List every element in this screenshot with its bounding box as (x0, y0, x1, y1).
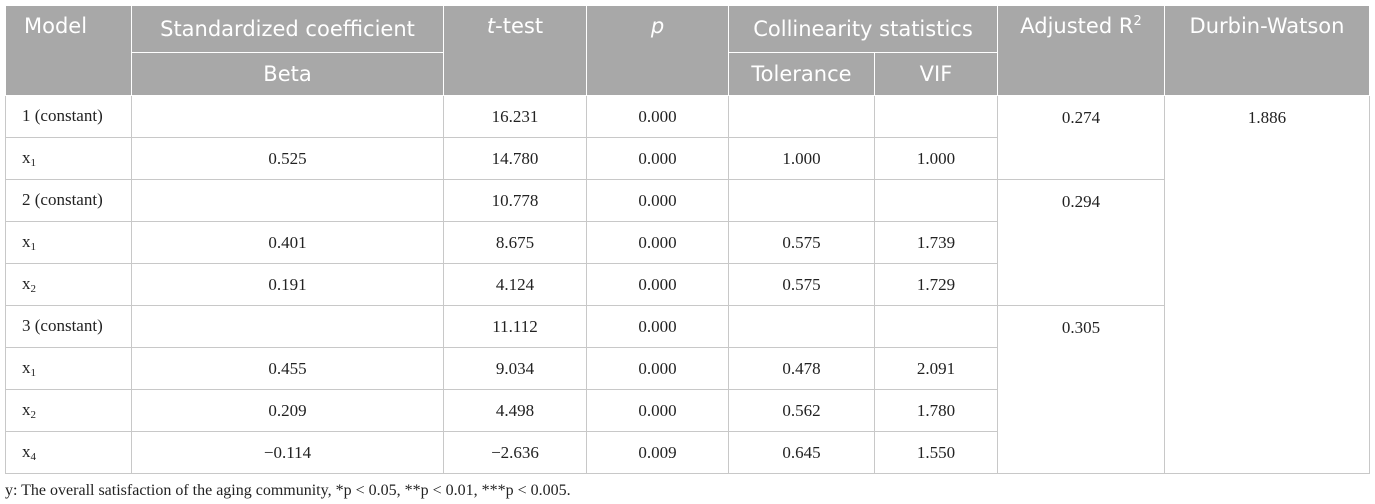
cell-t: 10.778 (443, 179, 587, 222)
cell-beta: 0.525 (131, 137, 444, 180)
cell-tolerance: 0.575 (728, 221, 875, 264)
cell-vif: 1.739 (874, 221, 998, 264)
table-row: x1 0.525 14.780 0.000 1.000 1.000 (5, 137, 1370, 180)
cell-beta: 0.401 (131, 221, 444, 264)
cell-p: 0.000 (586, 179, 729, 222)
cell-vif: 1.780 (874, 389, 998, 432)
cell-model: x4 (5, 431, 132, 474)
cell-p: 0.000 (586, 389, 729, 432)
cell-t: −2.636 (443, 431, 587, 474)
regression-table: Model Standardized coefficient t-test p … (5, 5, 1370, 474)
cell-beta: 0.455 (131, 347, 444, 390)
cell-p: 0.000 (586, 137, 729, 180)
cell-p: 0.009 (586, 431, 729, 474)
table-header: Model Standardized coefficient t-test p … (5, 5, 1370, 96)
cell-beta (131, 305, 444, 348)
header-tolerance: Tolerance (728, 52, 875, 96)
header-vif: VIF (874, 52, 998, 96)
cell-tolerance (728, 95, 875, 138)
table-footnote: y: The overall satisfaction of the aging… (5, 482, 571, 499)
cell-vif (874, 305, 998, 348)
regression-table-container: Model Standardized coefficient t-test p … (5, 5, 1370, 474)
table-row: 1 (constant) 16.231 0.000 0.274 1.886 (5, 95, 1370, 474)
cell-t: 4.124 (443, 263, 587, 306)
header-beta: Beta (131, 52, 444, 96)
cell-vif: 1.550 (874, 431, 998, 474)
cell-vif (874, 95, 998, 138)
cell-model: x1 (5, 221, 132, 264)
cell-model: x2 (5, 389, 132, 432)
cell-model: 3 (constant) (5, 305, 132, 348)
header-collinearity-statistics: Collinearity statistics (728, 5, 998, 53)
cell-tolerance: 0.478 (728, 347, 875, 390)
cell-t: 9.034 (443, 347, 587, 390)
cell-model: 2 (constant) (5, 179, 132, 222)
cell-p: 0.000 (586, 95, 729, 138)
cell-p: 0.000 (586, 221, 729, 264)
cell-model: 1 (constant) (5, 95, 132, 138)
cell-p: 0.000 (586, 305, 729, 348)
cell-beta (131, 95, 444, 138)
cell-vif: 1.729 (874, 263, 998, 306)
cell-adjusted-r2: 0.305 (997, 305, 1165, 474)
cell-beta (131, 179, 444, 222)
cell-tolerance (728, 179, 875, 222)
table-row: 2 (constant) 10.778 0.000 0.294 (5, 179, 1370, 306)
cell-model: x1 (5, 347, 132, 390)
header-p: p (586, 5, 729, 96)
cell-tolerance: 0.575 (728, 263, 875, 306)
table-body: 1 (constant) 16.231 0.000 0.274 1.886 x1… (5, 95, 1370, 474)
cell-t: 16.231 (443, 95, 587, 138)
header-durbin-watson: Durbin-Watson (1164, 5, 1370, 96)
table-row: x1 0.455 9.034 0.000 0.478 2.091 (5, 347, 1370, 390)
table-row: x2 0.191 4.124 0.000 0.575 1.729 (5, 263, 1370, 306)
cell-t: 8.675 (443, 221, 587, 264)
table-row: x4 −0.114 −2.636 0.009 0.645 1.550 (5, 431, 1370, 474)
header-adjusted-r2: Adjusted R2 (997, 5, 1165, 96)
table-row: 3 (constant) 11.112 0.000 0.305 (5, 305, 1370, 474)
header-t-test: t-test (443, 5, 587, 96)
cell-tolerance: 0.645 (728, 431, 875, 474)
cell-beta: −0.114 (131, 431, 444, 474)
cell-p: 0.000 (586, 263, 729, 306)
cell-t: 14.780 (443, 137, 587, 180)
cell-tolerance: 1.000 (728, 137, 875, 180)
cell-beta: 0.191 (131, 263, 444, 306)
cell-model: x2 (5, 263, 132, 306)
header-standardized-coefficient: Standardized coefficient (131, 5, 444, 53)
cell-vif: 2.091 (874, 347, 998, 390)
cell-tolerance (728, 305, 875, 348)
cell-tolerance: 0.562 (728, 389, 875, 432)
cell-vif: 1.000 (874, 137, 998, 180)
cell-t: 4.498 (443, 389, 587, 432)
cell-vif (874, 179, 998, 222)
cell-beta: 0.209 (131, 389, 444, 432)
cell-model: x1 (5, 137, 132, 180)
cell-adjusted-r2: 0.274 (997, 95, 1165, 180)
header-model: Model (5, 5, 132, 96)
table-row: x1 0.401 8.675 0.000 0.575 1.739 (5, 221, 1370, 264)
cell-adjusted-r2: 0.294 (997, 179, 1165, 306)
cell-p: 0.000 (586, 347, 729, 390)
cell-durbin-watson: 1.886 (1164, 95, 1370, 474)
cell-t: 11.112 (443, 305, 587, 348)
